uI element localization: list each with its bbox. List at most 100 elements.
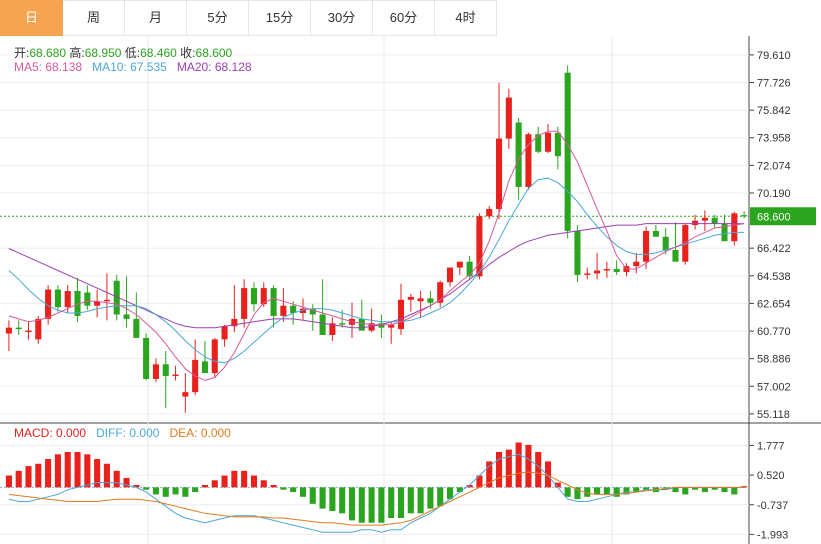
macd-bar: [525, 444, 532, 488]
macd-bar: [603, 487, 610, 495]
candle-body: [182, 392, 189, 397]
candle-body: [535, 134, 542, 152]
macd-bar: [348, 487, 356, 521]
macd-bar: [554, 482, 561, 488]
candle-body: [741, 215, 748, 217]
candle-body: [221, 326, 228, 340]
macd-bar: [574, 487, 581, 500]
ohlc-info: 开:68.680 高:68.950 低:68.460 收:68.600: [14, 44, 232, 61]
macd-bar: [437, 487, 444, 507]
ma20-line: [8, 223, 745, 329]
candle-body: [692, 220, 699, 226]
ma10-value: 67.535: [130, 60, 167, 74]
candle-body: [133, 318, 140, 338]
macd-bar: [515, 442, 522, 488]
candle-body: [525, 134, 532, 187]
candle-body: [299, 308, 307, 314]
macd-y-tick-label-0: 1.777: [757, 440, 785, 452]
candle-body: [54, 289, 61, 308]
dea-label: DEA:: [169, 426, 198, 440]
current-price-tag-label: 68.600: [757, 211, 791, 223]
macd-bar: [201, 485, 208, 488]
candle-body: [339, 323, 346, 325]
macd-bar: [270, 485, 277, 488]
macd-bar: [143, 487, 150, 490]
candle-body: [35, 318, 42, 340]
dea-line: [8, 471, 745, 526]
macd-bar: [5, 475, 12, 488]
y-tick-label-10: 58.886: [757, 354, 791, 366]
macd-bar: [25, 466, 32, 488]
macd-bar: [682, 487, 689, 495]
macd-bar: [446, 487, 454, 500]
tab-3[interactable]: 5分: [187, 0, 249, 36]
candle-body: [84, 292, 91, 306]
tab-6[interactable]: 60分: [373, 0, 435, 36]
macd-bar: [407, 487, 414, 514]
macd-bar: [64, 451, 71, 488]
candle-body: [113, 280, 120, 315]
candle-body: [64, 291, 71, 308]
tab-5[interactable]: 30分: [311, 0, 373, 36]
ma5-line: [8, 130, 745, 381]
ma20-label: MA20:: [176, 60, 212, 74]
candle-body: [545, 132, 552, 152]
tab-1[interactable]: 周: [63, 0, 125, 36]
macd-bar: [221, 475, 228, 488]
chart-area: 79.610 77.726 75.842 73.958 72.074 70.190 66.4…: [0, 36, 821, 544]
candle-body: [358, 318, 365, 331]
y-tick-label-4: 72.074: [757, 160, 791, 172]
candle-body: [554, 132, 561, 157]
candle-body: [378, 323, 385, 328]
macd-bar: [15, 470, 22, 488]
macd-bar: [103, 463, 110, 488]
macd-bar: [545, 461, 552, 488]
tab-7[interactable]: 4时: [435, 0, 497, 36]
macd-bar: [623, 487, 630, 495]
macd-bar: [35, 463, 42, 488]
macd-bar: [692, 487, 699, 490]
y-tick-label-9: 60.770: [757, 326, 791, 338]
candle-body: [417, 298, 424, 302]
ma-info: MA5: 68.138 MA10: 67.535 MA20: 68.128: [14, 60, 252, 74]
candle-body: [672, 249, 679, 262]
macd-y-tick-label-1: 0.520: [757, 470, 785, 482]
tab-0[interactable]: 日: [0, 0, 63, 36]
macd-bar: [456, 487, 463, 493]
candle-body: [613, 269, 620, 272]
high-label: 高:: [69, 46, 85, 60]
close-label: 收:: [180, 46, 196, 60]
candle-body: [721, 223, 728, 242]
y-tick-label-2: 75.842: [757, 105, 791, 117]
macd-bar: [505, 449, 512, 488]
candle-body: [476, 216, 483, 277]
macd-bar: [123, 477, 130, 488]
candle-body: [211, 339, 218, 374]
macd-bar: [701, 487, 708, 493]
candle-body: [711, 217, 718, 224]
macd-bar: [417, 487, 424, 514]
candle-body: [15, 327, 22, 330]
y-tick-label-8: 62.654: [757, 298, 791, 310]
macd-bar: [535, 451, 542, 488]
candle-body: [574, 230, 581, 275]
candle-body: [5, 327, 12, 334]
macd-bar: [182, 487, 189, 497]
candle-body: [397, 299, 405, 330]
tab-4[interactable]: 15分: [249, 0, 311, 36]
macd-bar: [368, 487, 375, 523]
candle-body: [603, 269, 610, 271]
open-value: 68.680: [29, 46, 67, 60]
y-tick-label-5: 70.190: [757, 188, 791, 200]
candle-body: [241, 288, 248, 319]
y-tick-label-12: 55.118: [757, 409, 790, 421]
tab-2[interactable]: 月: [125, 0, 187, 36]
y-tick-label-7: 64.538: [757, 271, 791, 283]
close-value: 68.600: [195, 46, 233, 60]
macd-bar: [672, 487, 679, 493]
candle-body: [260, 288, 267, 305]
macd-bar: [613, 487, 620, 497]
macd-bar: [486, 461, 493, 488]
candle-body: [682, 225, 689, 262]
ma10-label: MA10:: [92, 60, 127, 74]
